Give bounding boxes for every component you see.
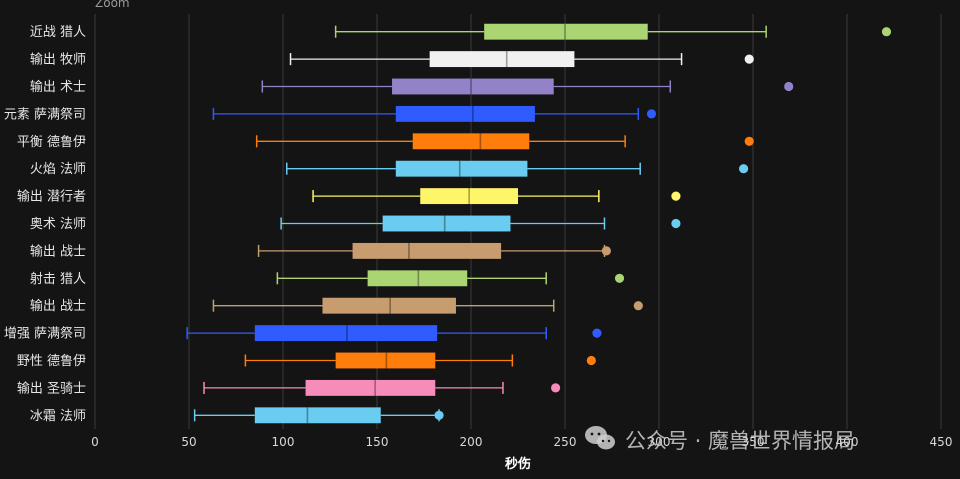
box-item[interactable] — [212, 297, 643, 314]
x-tick-label: 200 — [460, 435, 483, 449]
box-item[interactable] — [280, 215, 681, 232]
outlier-point — [671, 218, 681, 229]
box-iqr — [395, 105, 535, 122]
category-label: 射击 猎人 — [30, 271, 86, 287]
outlier-point — [881, 27, 892, 37]
category-label: 输出 牧师 — [30, 52, 86, 68]
x-tick-label: 0 — [91, 435, 99, 449]
category-label: 奥术 法师 — [30, 217, 86, 232]
watermark-text: 公众号 · 魔兽世界情报局 — [625, 429, 855, 453]
box-iqr — [395, 160, 528, 177]
box-iqr — [420, 188, 518, 205]
outlier-point — [784, 81, 794, 92]
outlier-point — [633, 301, 643, 311]
box-iqr — [429, 51, 575, 68]
outlier-point — [739, 164, 749, 174]
box-iqr — [484, 23, 648, 40]
outlier-point — [601, 246, 611, 256]
box-iqr — [305, 379, 436, 396]
outlier-point — [614, 273, 625, 283]
category-label: 增强 萨满祭司 — [4, 327, 86, 342]
box-item[interactable] — [289, 51, 754, 68]
box-item[interactable] — [212, 105, 657, 122]
category-label: 输出 术士 — [30, 79, 86, 95]
box-item[interactable] — [312, 188, 681, 205]
category-label: 冰霜 法师 — [30, 409, 86, 424]
outlier-point — [671, 191, 681, 201]
box-iqr — [382, 215, 511, 232]
x-tick-label: 400 — [836, 435, 859, 449]
category-label: 输出 战士 — [30, 298, 86, 314]
x-tick-label: 350 — [742, 435, 765, 449]
box-iqr — [367, 270, 468, 287]
box-iqr — [322, 297, 456, 314]
x-tick-label: 100 — [272, 435, 295, 449]
x-tick-label: 450 — [930, 435, 953, 449]
box-iqr — [254, 325, 438, 342]
box-item[interactable] — [193, 407, 444, 424]
outlier-point — [586, 355, 596, 366]
zoom-label[interactable]: Zoom — [95, 0, 130, 10]
box-item[interactable] — [203, 379, 561, 396]
outlier-point — [646, 109, 657, 119]
x-tick-label: 150 — [366, 435, 389, 449]
category-label: 输出 潜行者 — [17, 189, 86, 205]
outlier-point — [434, 410, 444, 420]
box-iqr — [254, 407, 381, 424]
grid-lines — [94, 14, 942, 429]
category-label: 火焰 法师 — [30, 162, 86, 177]
category-label: 平衡 德鲁伊 — [17, 135, 86, 150]
box-iqr — [335, 352, 436, 369]
category-label: 元素 萨满祭司 — [4, 107, 86, 122]
x-tick-label: 300 — [648, 435, 671, 449]
x-tick-label: 250 — [554, 435, 577, 449]
box-item[interactable] — [286, 160, 749, 177]
outlier-point — [744, 54, 754, 64]
wechat-icon — [585, 426, 615, 450]
box-item[interactable] — [334, 23, 892, 40]
box-item[interactable] — [244, 352, 596, 369]
category-label: 输出 圣骑士 — [17, 380, 86, 396]
outlier-point — [551, 383, 561, 393]
outlier-point — [744, 136, 754, 146]
box-item[interactable] — [276, 270, 625, 287]
watermark: 公众号 · 魔兽世界情报局 — [585, 426, 855, 453]
box-iqr — [412, 133, 530, 150]
category-label: 输出 战士 — [30, 243, 86, 259]
category-label: 野性 德鲁伊 — [17, 354, 86, 369]
x-axis-title: 秒伤 — [505, 456, 531, 472]
box-series — [186, 23, 892, 424]
box-item[interactable] — [257, 242, 611, 259]
x-tick-label: 50 — [181, 435, 196, 449]
box-item[interactable] — [261, 78, 794, 95]
category-label: 近战 猎人 — [30, 25, 86, 40]
box-item[interactable] — [186, 325, 602, 342]
box-item[interactable] — [255, 133, 754, 150]
x-axis-ticks: 0 50 100 150 200 250 300 350 400 450 — [91, 435, 952, 449]
box-iqr — [352, 242, 502, 259]
outlier-point — [592, 328, 602, 338]
box-iqr — [392, 78, 554, 95]
